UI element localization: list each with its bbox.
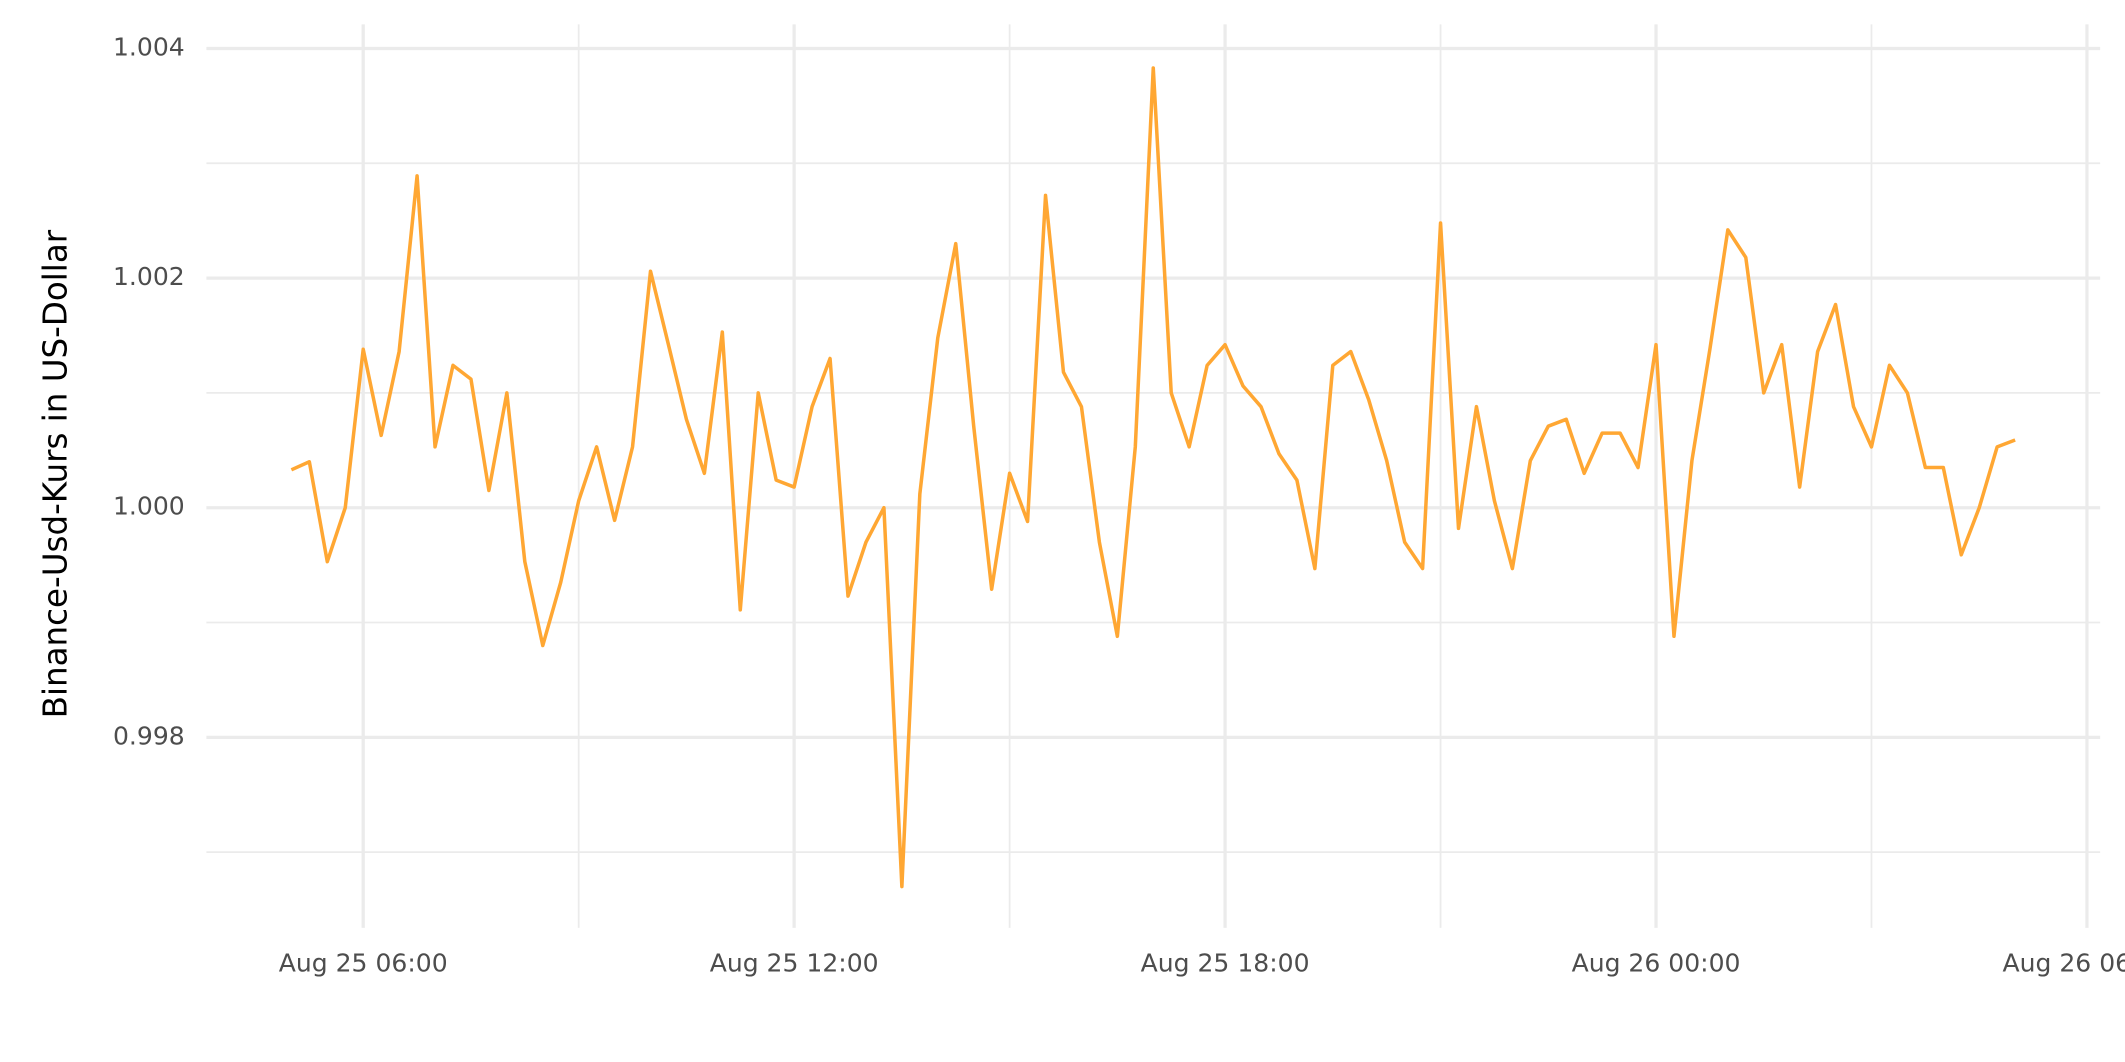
y-tick-label: 1.004	[113, 32, 185, 61]
x-tick-label: Aug 25 06:00	[279, 948, 448, 977]
x-tick-label: Aug 25 18:00	[1141, 948, 1310, 977]
y-tick-label: 1.000	[113, 492, 185, 521]
x-tick-label: Aug 25 12:00	[710, 948, 879, 977]
y-tick-label: 1.002	[113, 262, 185, 291]
price-line	[290, 66, 2016, 889]
x-tick-label: Aug 26 00:00	[1572, 948, 1741, 977]
y-axis-title: Binance-Usd-Kurs in US-Dollar	[36, 229, 74, 718]
x-tick-label: Aug 26 06:00	[2003, 948, 2125, 977]
y-tick-label: 0.998	[113, 721, 185, 750]
